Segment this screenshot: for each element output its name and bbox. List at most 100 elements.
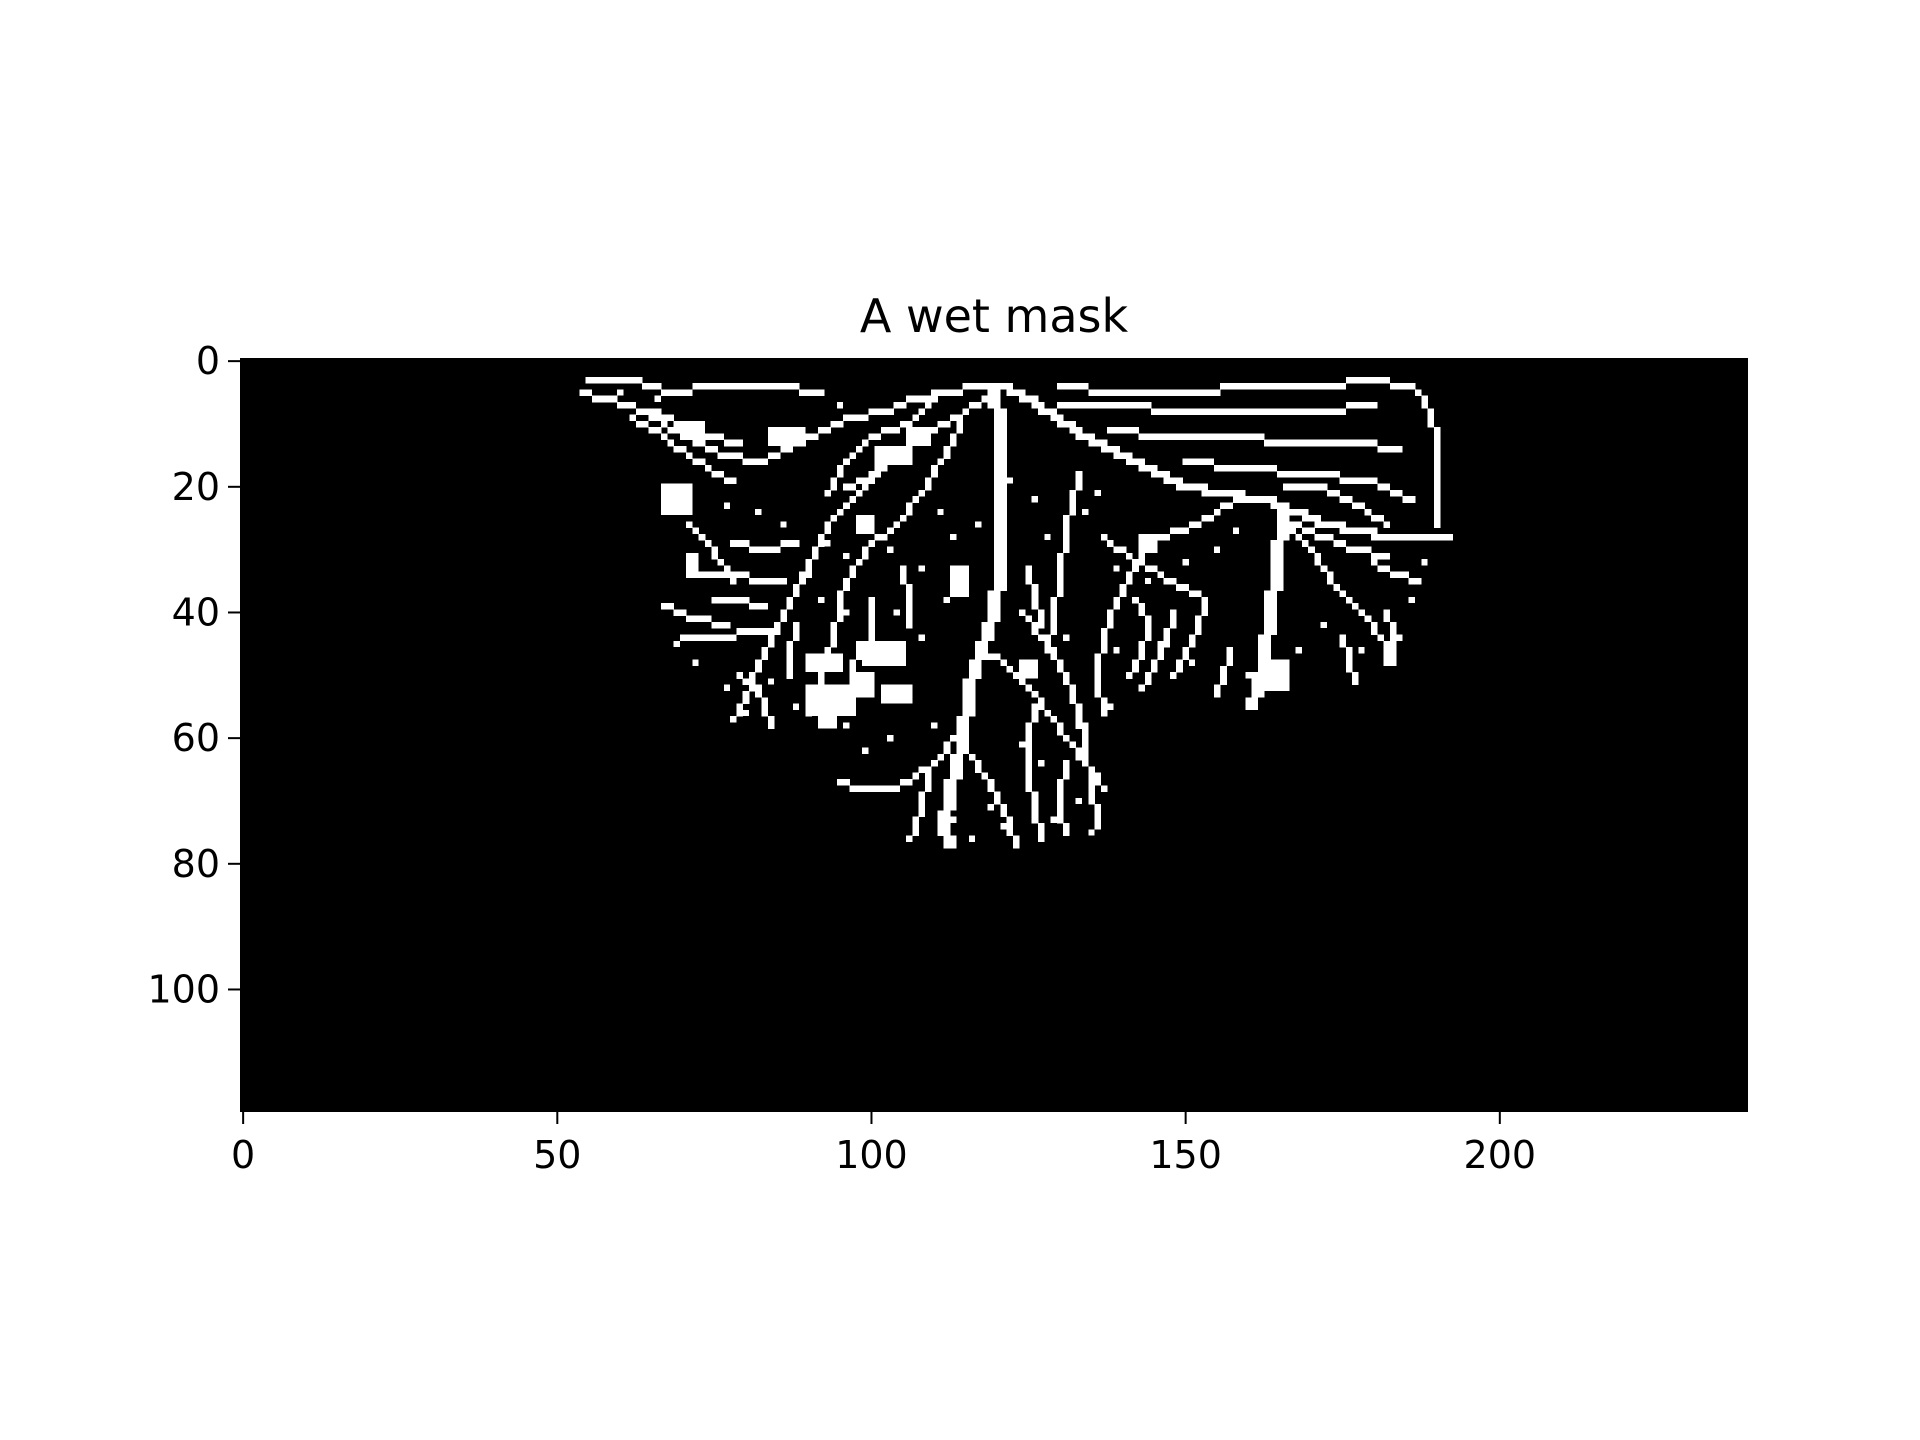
wet-cell xyxy=(1314,559,1322,566)
wet-cell xyxy=(1000,533,1007,541)
wet-cell xyxy=(956,766,963,773)
wet-cell xyxy=(912,395,919,403)
wet-cell xyxy=(1295,533,1303,541)
wet-cell xyxy=(1075,709,1083,717)
wet-cell xyxy=(994,401,1001,409)
wet-pixel xyxy=(975,521,982,528)
wet-cell xyxy=(918,804,926,811)
wet-cell xyxy=(1094,678,1102,686)
wet-cell xyxy=(730,439,737,447)
wet-pixel xyxy=(862,747,869,754)
wet-cell xyxy=(792,540,800,547)
wet-cell xyxy=(1069,697,1076,704)
wet-cell xyxy=(1257,647,1265,654)
wet-cell xyxy=(1383,552,1391,560)
wet-cell xyxy=(830,628,838,635)
wet-cell xyxy=(660,603,668,610)
wet-cell xyxy=(1201,389,1208,396)
wet-cell xyxy=(617,401,624,409)
wet-cell xyxy=(1220,672,1227,679)
wet-cell xyxy=(943,816,951,824)
wet-cell xyxy=(849,483,857,491)
wet-cell xyxy=(1320,439,1328,447)
wet-cell xyxy=(1433,427,1441,434)
wet-cell xyxy=(1107,427,1114,434)
wet-cell xyxy=(818,389,825,396)
wet-cell xyxy=(1163,640,1171,648)
wet-cell xyxy=(1308,527,1315,535)
wet-channel xyxy=(1383,609,1397,667)
wet-blob xyxy=(862,640,907,666)
wet-cell xyxy=(698,383,706,390)
wet-mask-layer xyxy=(579,376,1453,849)
wet-cell xyxy=(1000,584,1007,591)
wet-cell xyxy=(1125,571,1133,579)
wet-cell xyxy=(1176,659,1183,667)
wet-cell xyxy=(1339,477,1347,484)
wet-cell xyxy=(1239,433,1246,440)
wet-cell xyxy=(1264,647,1271,654)
wet-cell xyxy=(994,571,1001,579)
wet-cell xyxy=(943,841,951,849)
wet-cell xyxy=(1188,521,1196,528)
wet-cell xyxy=(761,546,769,554)
wet-cell xyxy=(1107,615,1114,623)
wet-channel xyxy=(585,376,825,396)
wet-cell xyxy=(598,376,605,384)
wet-cell xyxy=(975,665,982,673)
wet-cell xyxy=(1383,445,1391,453)
wet-cell xyxy=(792,590,800,598)
wet-cell xyxy=(1345,659,1353,667)
wet-cell xyxy=(1069,741,1076,748)
wet-cell xyxy=(1056,383,1064,390)
wet-cell xyxy=(1333,383,1340,390)
wet-cell xyxy=(1283,527,1290,535)
wet-cell xyxy=(1270,615,1278,623)
wet-cell xyxy=(1006,665,1014,673)
wet-cell xyxy=(1333,540,1340,547)
wet-cell xyxy=(981,647,989,654)
wet-cell xyxy=(987,609,995,616)
wet-cell xyxy=(585,389,593,396)
wet-cell xyxy=(673,609,681,616)
wet-cell xyxy=(1251,703,1259,711)
wet-cell xyxy=(1025,577,1032,585)
wet-cell xyxy=(1377,565,1384,572)
wet-cell xyxy=(717,621,725,629)
wet-cell xyxy=(1144,621,1152,629)
wet-pixel xyxy=(1006,477,1013,484)
wet-cell xyxy=(1314,521,1322,528)
wet-cell xyxy=(1012,672,1020,679)
wet-cell xyxy=(818,678,825,686)
wet-cell xyxy=(805,433,813,440)
wet-cell xyxy=(893,785,901,792)
wet-cell xyxy=(855,647,863,654)
wet-cell xyxy=(1025,747,1032,755)
wet-cell xyxy=(1433,452,1441,459)
wet-cell xyxy=(987,395,995,403)
wet-cell xyxy=(1151,433,1158,440)
wet-cell xyxy=(874,433,882,440)
wet-cell xyxy=(1314,515,1322,522)
wet-cell xyxy=(1276,571,1284,579)
wet-cell xyxy=(1138,640,1146,648)
wet-cell xyxy=(1276,527,1284,535)
wet-cell xyxy=(1270,590,1278,598)
wet-pixel xyxy=(937,508,944,516)
wet-cell xyxy=(1100,445,1108,453)
wet-cell xyxy=(1031,810,1039,817)
wet-cell xyxy=(1037,609,1045,616)
wet-cell xyxy=(1069,427,1076,434)
wet-cell xyxy=(855,414,863,422)
wet-cell xyxy=(786,640,794,648)
wet-cell xyxy=(1132,565,1139,572)
wet-cell xyxy=(1044,634,1051,642)
wet-cell xyxy=(1276,502,1284,510)
wet-cell xyxy=(654,427,662,434)
wet-pixel xyxy=(805,571,812,578)
wet-cell xyxy=(1132,559,1139,566)
wet-cell xyxy=(868,433,875,440)
wet-cell xyxy=(742,697,750,704)
wet-cell xyxy=(811,546,819,554)
wet-cell xyxy=(1056,584,1064,591)
